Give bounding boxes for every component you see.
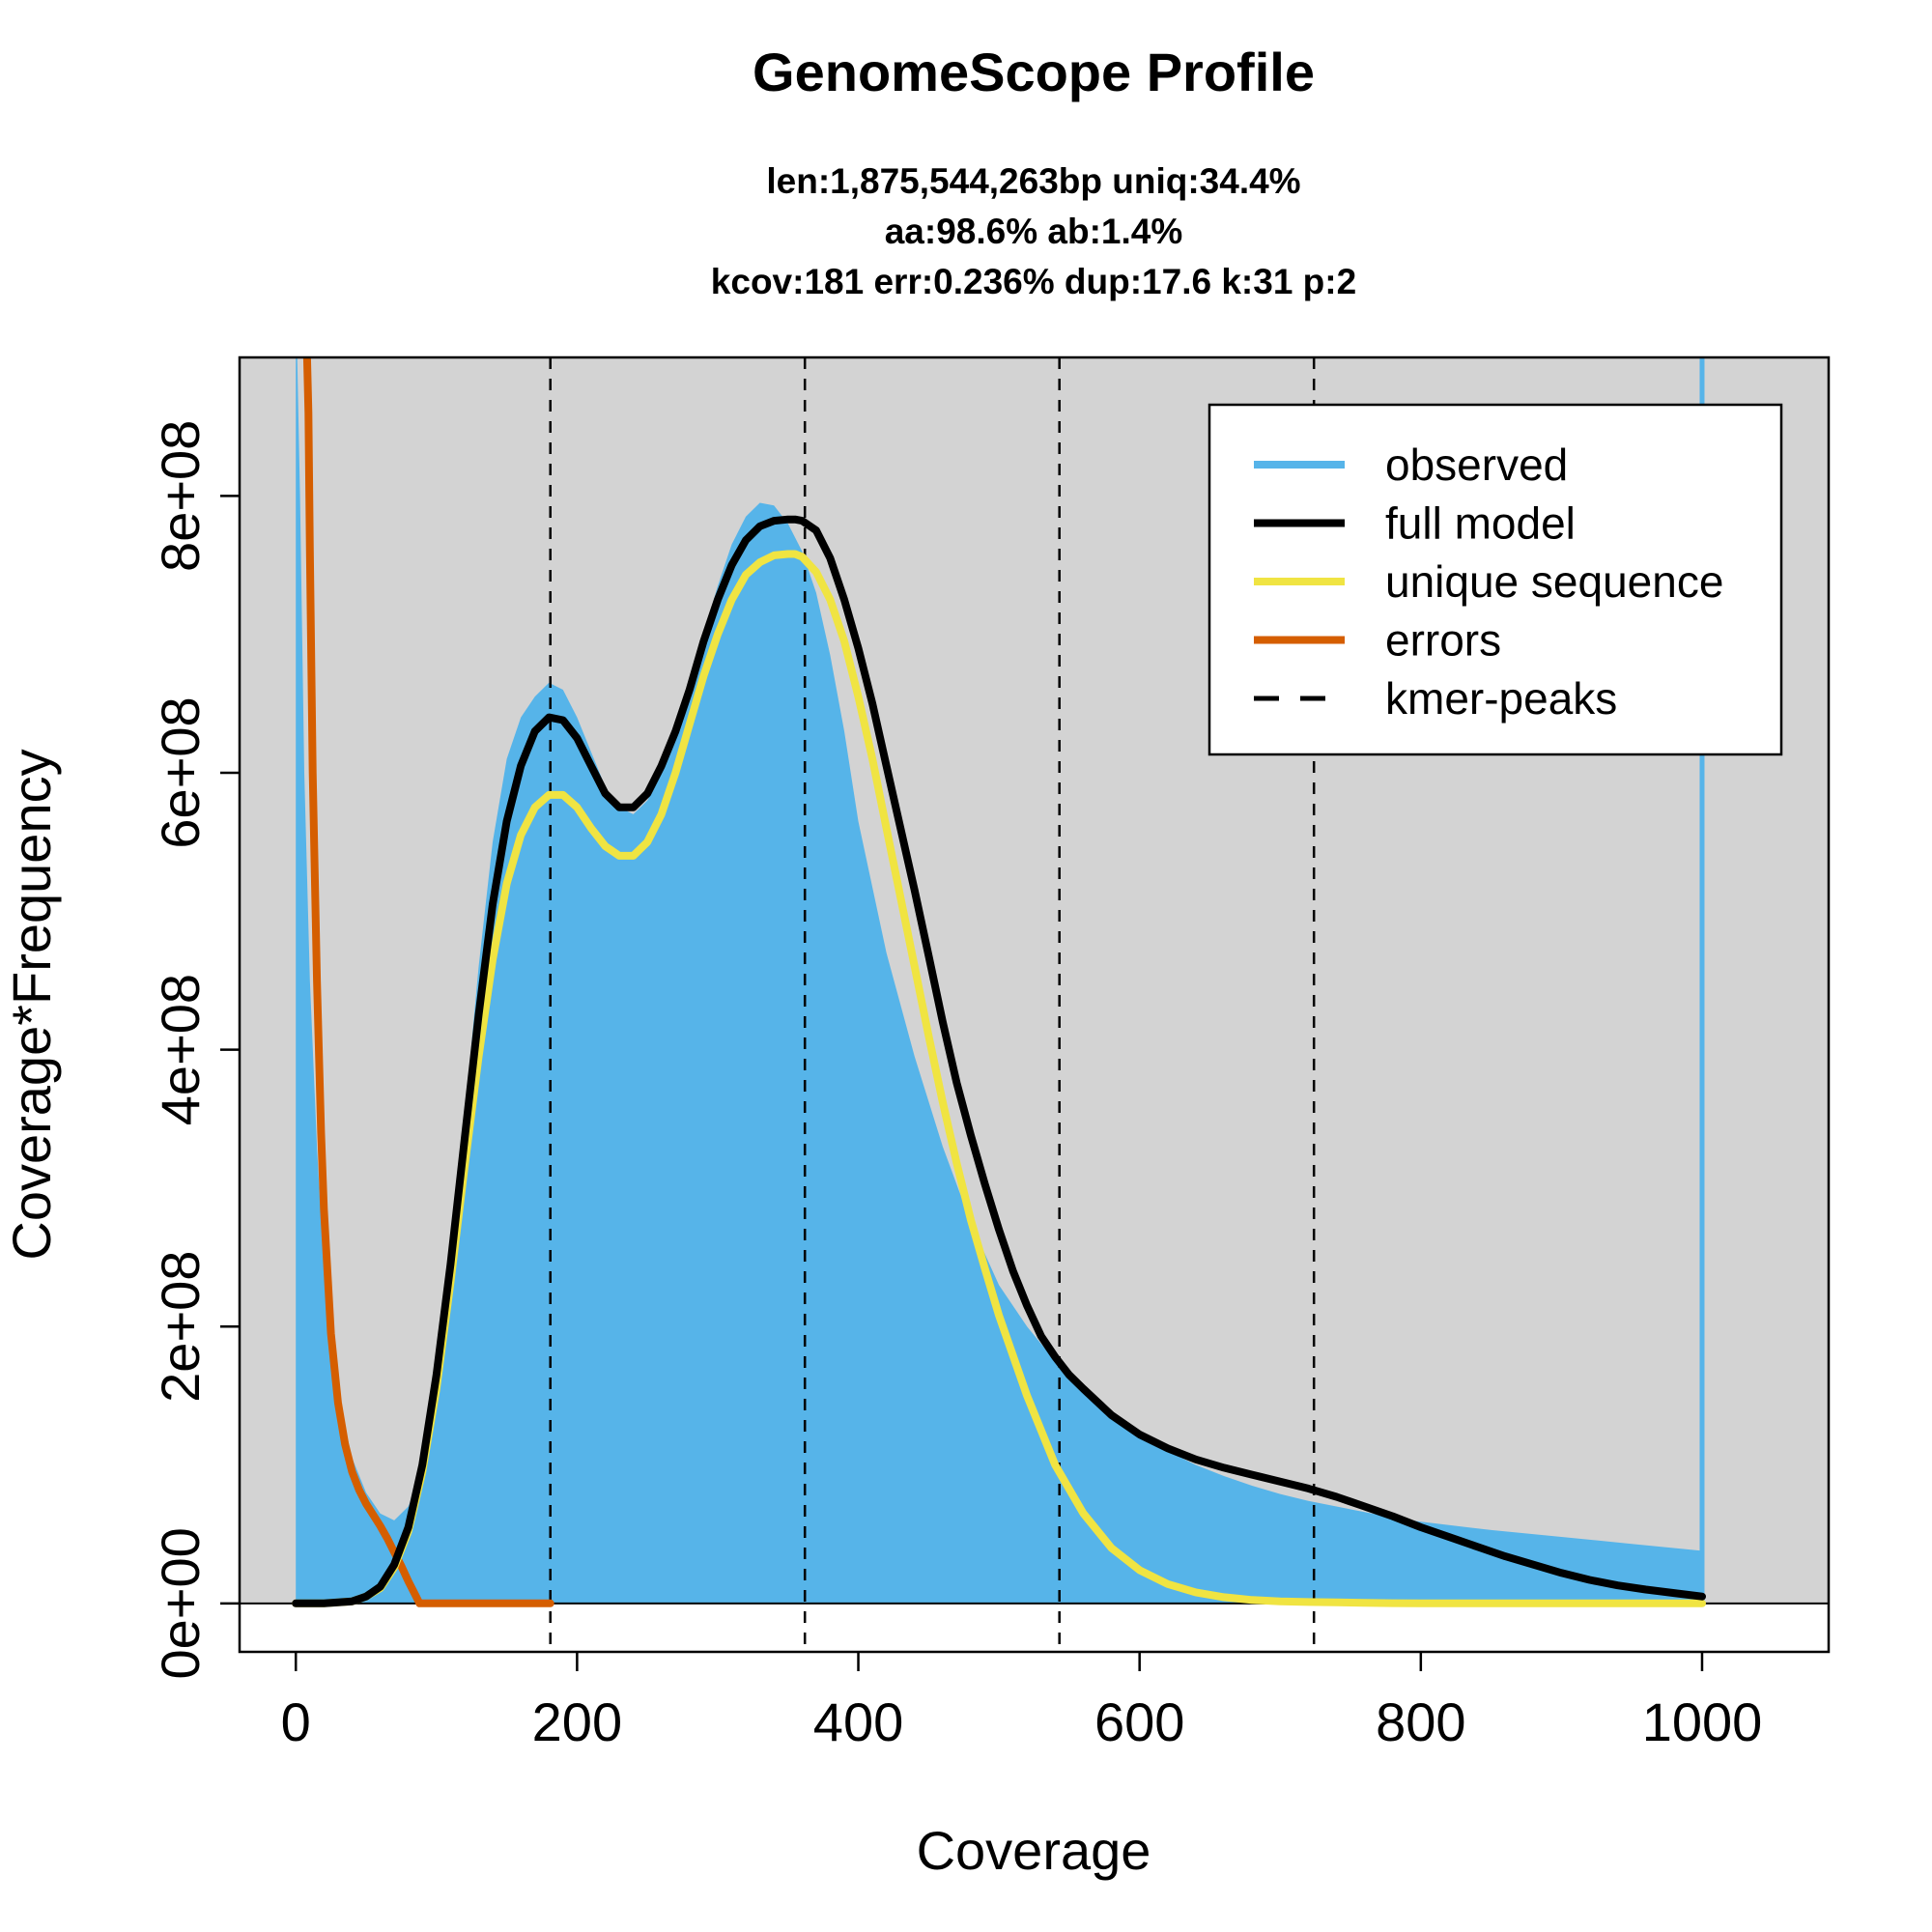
- chart-subtitle-line-3: kcov:181 err:0.236% dup:17.6 k:31 p:2: [711, 262, 1356, 301]
- y-tick-label-3: 4e+08: [150, 974, 211, 1125]
- chart-subtitle-line-2: aa:98.6% ab:1.4%: [885, 212, 1183, 251]
- x-tick-label-4: 600: [1094, 1691, 1184, 1752]
- legend-label-errors: errors: [1385, 615, 1501, 666]
- series-observed-area: [296, 357, 1703, 1604]
- x-axis: 0 200 400 600 800 1000: [281, 1652, 1763, 1752]
- y-axis: 0e+00 2e+08 4e+08 6e+08 8e+08: [150, 420, 240, 1679]
- legend-label-full-model: full model: [1385, 498, 1576, 549]
- legend-label-observed: observed: [1385, 440, 1568, 490]
- series-unique-sequence-line: [292, 550, 1706, 1607]
- series-full-model-line: [292, 515, 1706, 1607]
- legend: observed full model unique sequence errors k…: [1208, 403, 1783, 756]
- x-axis-label: Coverage: [917, 1820, 1151, 1881]
- x-tick-label-1: 0: [281, 1691, 311, 1752]
- legend-label-kmer-peaks: kmer-peaks: [1385, 673, 1617, 724]
- y-tick-label-4: 6e+08: [150, 696, 211, 848]
- x-tick-label-6: 1000: [1642, 1691, 1763, 1752]
- x-tick-label-5: 800: [1376, 1691, 1465, 1752]
- x-tick-label-3: 400: [813, 1691, 903, 1752]
- x-tick-label-2: 200: [532, 1691, 622, 1752]
- series-errors-line: [302, 357, 554, 1607]
- y-axis-label: Coverage*Frequency: [1, 749, 62, 1260]
- plot-frame: [238, 355, 1831, 1654]
- legend-label-unique-sequence: unique sequence: [1385, 556, 1723, 607]
- chart-subtitle-line-1: len:1,875,544,263bp uniq:34.4%: [766, 161, 1300, 201]
- y-tick-label-1: 0e+00: [150, 1527, 211, 1679]
- y-tick-label-2: 2e+08: [150, 1251, 211, 1403]
- y-tick-label-5: 8e+08: [150, 420, 211, 572]
- chart-title: GenomeScope Profile: [753, 42, 1315, 102]
